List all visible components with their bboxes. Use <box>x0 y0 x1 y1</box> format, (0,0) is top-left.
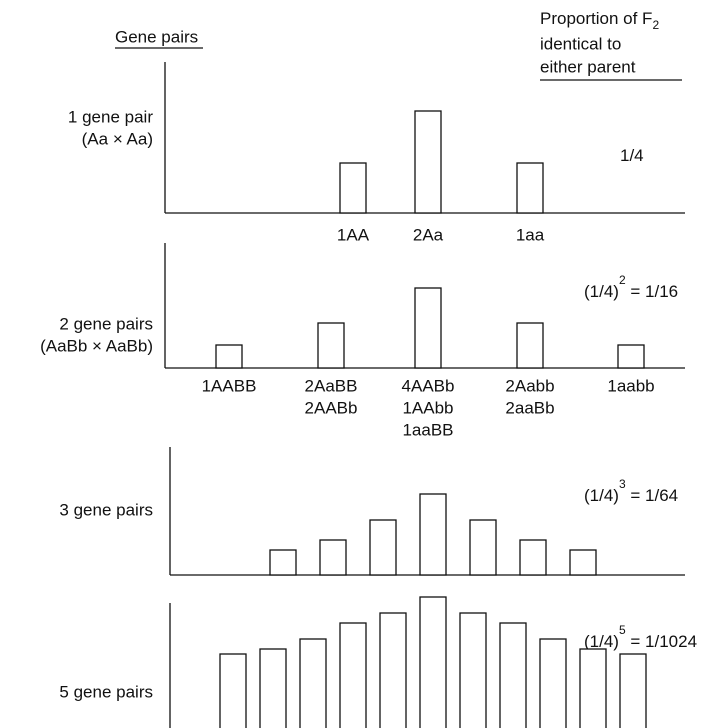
bar <box>269 549 297 576</box>
category-label: 4AABb <box>402 376 455 395</box>
bar <box>516 322 544 369</box>
row-label: 2 gene pairs <box>59 314 153 333</box>
row-label: (Aa × Aa) <box>82 129 153 148</box>
bar <box>369 519 397 576</box>
proportion-base: (1/4) <box>584 632 619 651</box>
proportion-rest: = 1/64 <box>626 486 678 505</box>
bar <box>219 653 247 728</box>
proportion-base: (1/4) <box>584 486 619 505</box>
bar <box>516 162 544 214</box>
category-label: 1aa <box>516 225 545 244</box>
row-label: 1 gene pair <box>68 107 153 126</box>
proportion: (1/4)3 = 1/64 <box>584 477 678 505</box>
bar <box>414 287 442 369</box>
bar <box>519 539 547 576</box>
bar <box>469 519 497 576</box>
proportion-rest: = 1/16 <box>626 282 678 301</box>
proportion-heading: identical to <box>540 34 621 53</box>
proportion-exponent: 3 <box>619 477 626 491</box>
row-label: 5 gene pairs <box>59 682 153 701</box>
bar <box>459 612 487 728</box>
proportion-base: 1/4 <box>620 146 644 165</box>
row-label: 3 gene pairs <box>59 500 153 519</box>
bar <box>619 653 647 728</box>
category-label: 2AaBB <box>305 376 358 395</box>
category-label: 2aaBb <box>505 398 554 417</box>
category-label: 2AABb <box>305 398 358 417</box>
bar <box>339 622 367 728</box>
category-label: 1aabb <box>607 376 654 395</box>
bar <box>379 612 407 728</box>
bar <box>259 648 287 728</box>
category-label: 2Aa <box>413 225 444 244</box>
bar <box>339 162 367 214</box>
gene-pairs-heading: Gene pairs <box>115 27 198 46</box>
bar <box>617 344 645 369</box>
heading-text: Proportion of F <box>540 9 652 28</box>
proportion: (1/4)5 = 1/1024 <box>584 623 697 651</box>
proportion: 1/4 <box>620 146 644 165</box>
category-label: 2Aabb <box>505 376 554 395</box>
proportion-exponent: 5 <box>619 623 626 637</box>
proportion-heading: Proportion of F2 <box>540 9 659 32</box>
proportion-exponent: 2 <box>619 273 626 287</box>
proportion: (1/4)2 = 1/16 <box>584 273 678 301</box>
heading-subscript: 2 <box>652 18 659 32</box>
proportion-rest: = 1/1024 <box>626 632 697 651</box>
category-label: 1aaBB <box>402 420 453 439</box>
bar <box>539 638 567 728</box>
category-label: 1AABB <box>202 376 257 395</box>
bar <box>319 539 347 576</box>
bar <box>419 596 447 728</box>
category-label: 1AA <box>337 225 370 244</box>
bar <box>414 110 442 214</box>
category-label: 1AAbb <box>402 398 453 417</box>
bar <box>499 622 527 728</box>
proportion-base: (1/4) <box>584 282 619 301</box>
bar <box>299 638 327 728</box>
proportion-heading: either parent <box>540 57 636 76</box>
bar <box>419 493 447 576</box>
bar <box>579 648 607 728</box>
bar <box>317 322 345 369</box>
bar <box>569 549 597 576</box>
bar <box>215 344 243 369</box>
row-label: (AaBb × AaBb) <box>40 336 153 355</box>
